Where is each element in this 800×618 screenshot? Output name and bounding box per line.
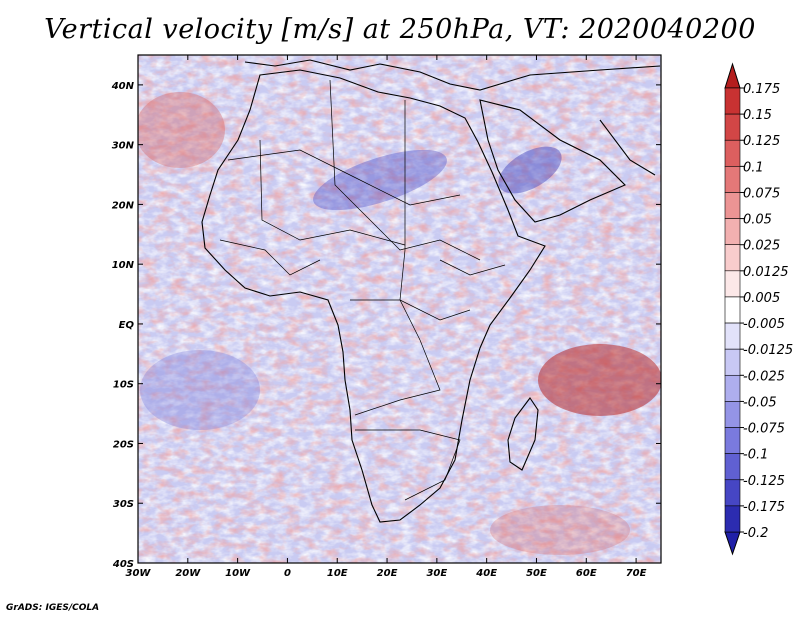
arabia (479, 99, 626, 223)
colorbar-segment (724, 218, 741, 246)
colorbar-segment (724, 479, 741, 507)
colorbar-label: -0.025 (743, 369, 785, 384)
lat-tick-label: 20S (113, 439, 134, 450)
lat-tick-label: 10N (112, 260, 135, 271)
latitude-axis: 40N 30N 20N 10N EQ 10S 20S 30S 40S (111, 81, 661, 570)
colorbar-segment (724, 322, 741, 350)
colorbar-label: -0.175 (743, 500, 785, 515)
velocity-field (138, 55, 661, 563)
lon-tick-label: 10E (327, 568, 348, 579)
colorbar-label: -0.125 (743, 474, 785, 489)
indian-ocean-updraft (538, 344, 661, 416)
colorbar-label: -0.1 (743, 448, 768, 463)
colorbar-top-arrow (724, 62, 741, 89)
colorbar-segment (724, 113, 741, 141)
map-title: Vertical velocity [m/s] at 250hPa, VT: 2… (44, 14, 756, 45)
colorbar-label: -0.075 (743, 422, 785, 437)
colorbar-segment (724, 244, 741, 272)
iran-coast (599, 119, 656, 176)
lon-tick-label: 70E (626, 568, 647, 579)
longitude-axis: 30W 20W 10W 0 10E 20E 30E 40E 50E 60E 70E (126, 55, 647, 579)
lon-tick-label: 60E (576, 568, 597, 579)
colorbar-label: 0.005 (743, 291, 780, 306)
lon-tick-label: 20E (377, 568, 398, 579)
colorbar-segment (724, 296, 741, 324)
colorbar-label: 0.0125 (743, 265, 789, 280)
colorbar: 0.175 0.15 0.125 0.1 0.075 0.05 0.025 0.0125 0.0… (724, 62, 793, 556)
madagascar (507, 397, 539, 471)
colorbar-bottom-arrow (724, 531, 741, 556)
colorbar-segment (724, 270, 741, 298)
colorbar-label: 0.025 (743, 239, 780, 254)
colorbar-segment (724, 87, 741, 115)
colorbar-label: -0.2 (743, 526, 768, 541)
atlantic-updraft (138, 92, 225, 168)
colorbar-segment (724, 427, 741, 454)
lat-tick-label: EQ (119, 320, 135, 331)
colorbar-label: -0.05 (743, 395, 777, 410)
colorbar-segment (724, 374, 741, 402)
field-red-noise (138, 55, 661, 563)
colorbar-segment (724, 401, 741, 428)
lon-tick-label: 10W (225, 568, 251, 579)
lat-tick-label: 30S (113, 499, 134, 510)
africa-coastline (201, 69, 546, 523)
colorbar-segment (724, 453, 741, 481)
lat-tick-label: 30N (112, 141, 135, 152)
credit-text: GrADS: IGES/COLA (6, 603, 100, 613)
lon-tick-label: 0 (284, 568, 291, 579)
colorbar-label: 0.125 (743, 134, 780, 149)
lon-tick-label: 50E (526, 568, 547, 579)
southern-ocean-updraft (490, 505, 630, 555)
colorbar-label: -0.005 (743, 317, 785, 332)
colorbar-segment (724, 192, 741, 219)
country-borders (219, 79, 506, 501)
colorbar-segment (724, 166, 741, 193)
colorbar-label: 0.175 (743, 82, 780, 97)
lat-tick-label: 20N (112, 200, 135, 211)
europe-coast (244, 59, 661, 91)
sahara-downdraft (313, 149, 447, 211)
colorbar-segment (724, 348, 741, 376)
coastlines (201, 59, 661, 523)
colorbar-label: -0.0125 (743, 343, 793, 358)
lat-tick-label: 10S (113, 380, 134, 391)
colorbar-label: 0.15 (743, 108, 772, 123)
lon-tick-label: 30W (126, 568, 152, 579)
lon-tick-label: 30E (426, 568, 447, 579)
colorbar-label: 0.1 (743, 160, 764, 175)
colorbar-label: 0.05 (743, 213, 772, 228)
plot-frame (137, 54, 662, 564)
arabia-downdraft (498, 146, 562, 194)
lat-tick-label: 40N (111, 81, 135, 92)
south-atlantic-downdraft (140, 350, 260, 430)
lon-tick-label: 20W (175, 568, 201, 579)
colorbar-segment (724, 505, 741, 533)
colorbar-segment (724, 139, 741, 167)
lon-tick-label: 40E (475, 568, 497, 579)
lat-tick-label: 40S (112, 559, 134, 570)
colorbar-label: 0.075 (743, 186, 780, 201)
